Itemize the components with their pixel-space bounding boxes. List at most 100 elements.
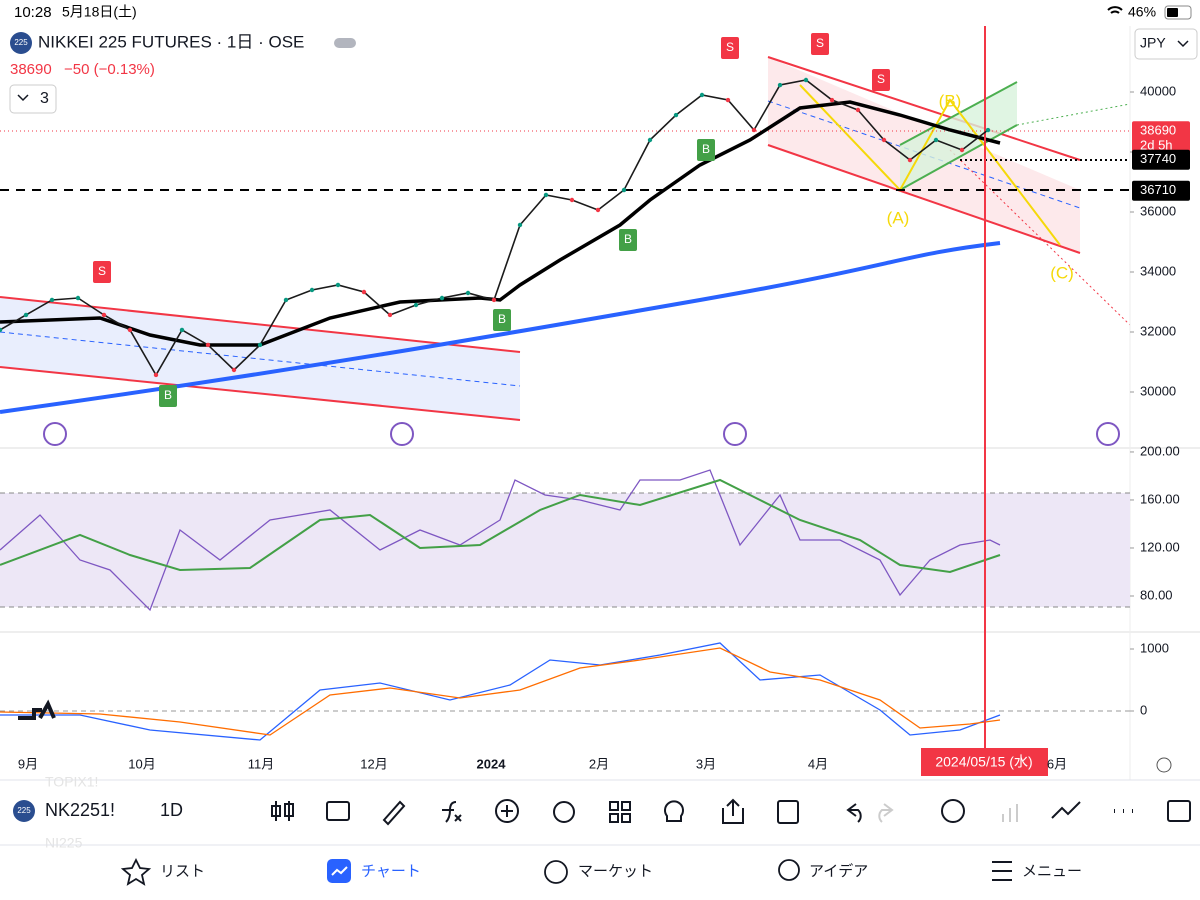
tab-label[interactable]: リスト	[160, 863, 205, 880]
price-change: −50 (−0.13%)	[64, 61, 155, 78]
wave-label: (A)	[887, 208, 910, 227]
rsi-line	[0, 469, 1001, 612]
tab-label[interactable]: チャート	[361, 863, 421, 880]
x-tick-label: 2月	[589, 756, 609, 771]
price-point	[309, 287, 315, 293]
status-date: 5月18日(土)	[62, 4, 137, 20]
clear-icon[interactable]	[777, 800, 799, 824]
price-badge	[1132, 149, 1190, 170]
symbol-title[interactable]: NIKKEI 225 FUTURES · 1日 · OSE	[38, 32, 304, 51]
price-point	[101, 312, 107, 318]
x-tick-label: 9月	[18, 756, 38, 771]
replay-icon[interactable]	[390, 422, 414, 446]
x-tick-label: 12月	[360, 756, 387, 771]
tab-icon[interactable]	[544, 860, 568, 884]
price-point	[257, 342, 263, 348]
tab-label[interactable]: アイデア	[809, 862, 868, 880]
x-tick-label: 2024	[477, 756, 507, 771]
indicator-count: 3	[40, 90, 49, 107]
trend-icon[interactable]	[1051, 801, 1081, 819]
price-point	[959, 147, 965, 153]
y-tick-label: 40000	[1140, 83, 1176, 98]
x-tick-label: 6月	[1047, 756, 1067, 771]
price-point	[153, 372, 159, 378]
price-point	[23, 312, 29, 318]
channel-line	[767, 144, 1081, 254]
channel-line	[899, 124, 1018, 191]
channel-line	[0, 366, 521, 421]
settings-icon[interactable]	[1156, 757, 1172, 773]
cursor-date-box	[921, 748, 1048, 776]
info-icon[interactable]	[941, 799, 965, 823]
status-time: 10:28	[14, 4, 52, 21]
extension-line	[949, 149, 1131, 326]
price-point	[413, 302, 419, 308]
signal-label: B	[624, 232, 632, 246]
price-point	[231, 367, 237, 373]
indicator-toggle[interactable]	[9, 84, 57, 114]
tab-icon[interactable]	[778, 859, 800, 881]
collapse-button[interactable]	[334, 38, 356, 48]
signal-marker	[872, 69, 890, 91]
signal-marker	[159, 385, 177, 407]
price-point	[933, 137, 939, 143]
price-point	[751, 127, 757, 133]
y-tick-label: 36000	[1140, 203, 1176, 218]
chart-type-icon[interactable]	[271, 801, 294, 821]
replay-icon[interactable]	[43, 422, 67, 446]
compare-icon[interactable]	[326, 801, 350, 821]
x-tick-label: 4月	[808, 756, 828, 771]
toolbar-symbol[interactable]: NK2251!	[45, 800, 115, 820]
add-icon[interactable]	[495, 799, 519, 823]
replay-icon[interactable]	[1096, 422, 1120, 446]
countdown: 2d 5h	[1140, 138, 1173, 153]
share-icon[interactable]	[722, 798, 744, 824]
battery-icon	[1164, 5, 1192, 20]
last-price: 38690	[10, 61, 52, 78]
ghost-symbol: NI225	[45, 835, 83, 851]
signal-marker	[811, 33, 829, 55]
symbol-badge	[10, 32, 32, 54]
fullscreen-icon[interactable]	[1167, 800, 1191, 822]
toolbar-interval[interactable]: 1D	[160, 800, 183, 820]
tv-logo	[18, 699, 56, 720]
price-point	[803, 77, 809, 83]
tab-label[interactable]: マーケット	[578, 863, 653, 880]
price-point	[0, 327, 3, 333]
indicator-icon[interactable]	[442, 801, 462, 823]
price-point	[699, 92, 705, 98]
redo-icon	[878, 803, 894, 823]
tab-icon[interactable]	[120, 857, 152, 886]
replay-icon[interactable]	[723, 422, 747, 446]
channel-line	[899, 81, 1018, 146]
alert-icon[interactable]	[553, 801, 575, 823]
x-tick-label: 11月	[248, 756, 275, 771]
price-point	[647, 137, 653, 143]
channel-mid	[0, 331, 521, 387]
symbol-badge	[13, 800, 35, 822]
wave-label: (B)	[939, 91, 962, 110]
draw-icon[interactable]	[382, 800, 406, 826]
channel-fill	[900, 82, 1017, 190]
tab-icon-glyph	[331, 866, 348, 876]
rsi-band	[0, 493, 1130, 607]
rsi-ma-line	[0, 478, 1001, 574]
price-point	[465, 290, 471, 296]
tab-label[interactable]: メニュー	[1022, 863, 1082, 880]
undo-icon[interactable]	[846, 803, 862, 823]
idea-icon[interactable]	[664, 800, 684, 822]
currency-button[interactable]	[1134, 28, 1198, 60]
chevron	[17, 94, 29, 102]
toolbar-icons	[271, 798, 1191, 826]
price-point	[205, 342, 211, 348]
price-badge-label: 36710	[1140, 182, 1176, 197]
signal-line	[0, 647, 1001, 736]
price-point	[543, 192, 549, 198]
tab-icon[interactable]	[992, 861, 1012, 881]
price-point	[49, 297, 55, 303]
layout-icon[interactable]	[609, 801, 631, 823]
y-tick-label: 160.00	[1140, 491, 1180, 506]
signal-marker	[619, 229, 637, 251]
price-point	[829, 97, 835, 103]
